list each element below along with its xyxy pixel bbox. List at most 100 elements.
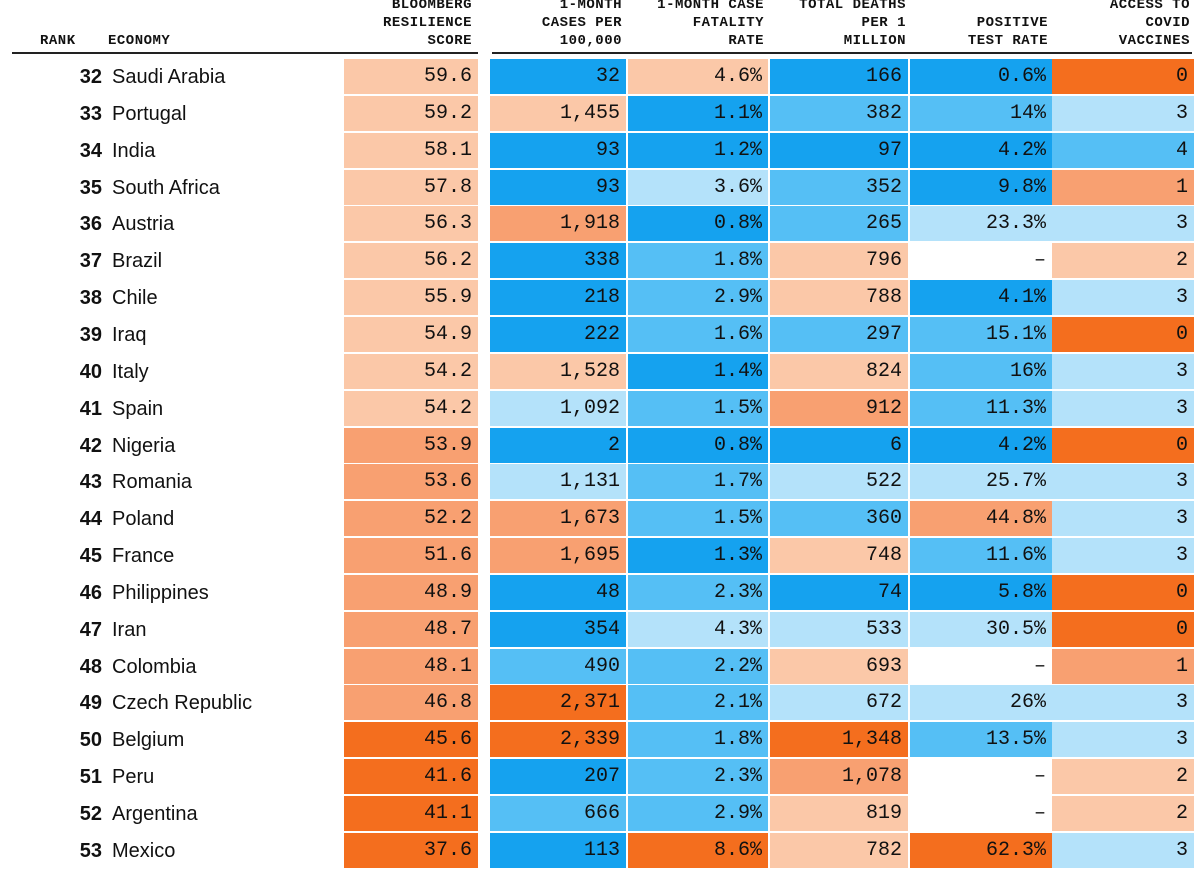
score-cell: 55.9 [344, 280, 478, 316]
fatality-rate-cell: 4.6% [628, 59, 768, 94]
vaccine-access-cell: 0 [1052, 574, 1194, 610]
positive-test-rate-cell: 4.1% [910, 280, 1052, 316]
score-cell: 48.9 [344, 574, 478, 610]
rank-cell: 51 [79, 766, 102, 789]
rank-cell: 38 [79, 287, 102, 310]
score-cell: 53.9 [344, 427, 478, 463]
economy-cell: France [112, 545, 175, 568]
header-vaccine-access: ACCESS TO COVID VACCINES [1109, 0, 1190, 49]
vaccine-access-cell: 4 [1052, 132, 1194, 168]
positive-test-rate-cell: – [910, 759, 1052, 795]
economy-cell: Peru [112, 766, 155, 789]
total-deaths-cell: 265 [770, 206, 908, 242]
cases-cell: 2 [490, 427, 626, 463]
fatality-rate-cell: 2.9% [628, 796, 768, 831]
economy-cell: Iran [112, 618, 147, 641]
header-resilience-score: BLOOMBERG RESILIENCE SCORE [382, 0, 472, 49]
cases-cell: 1,528 [490, 353, 626, 389]
table-row: 39 Iraq 54.9 222 1.6% 297 15.1% 0 [0, 316, 1200, 354]
total-deaths-cell: 74 [770, 574, 908, 610]
economy-cell: Poland [112, 508, 175, 531]
fatality-rate-cell: 1.3% [628, 538, 768, 574]
economy-cell: South Africa [112, 176, 220, 199]
total-deaths-cell: 352 [770, 169, 908, 205]
economy-cell: Saudi Arabia [112, 66, 226, 88]
rank-cell: 52 [79, 803, 102, 825]
score-cell: 51.6 [344, 538, 478, 574]
fatality-rate-cell: 1.8% [628, 722, 768, 758]
cases-cell: 1,673 [490, 501, 626, 537]
fatality-rate-cell: 1.8% [628, 243, 768, 279]
fatality-rate-cell: 2.1% [628, 685, 768, 721]
vaccine-access-cell: 0 [1052, 611, 1194, 647]
table-row: 42 Nigeria 53.9 2 0.8% 6 4.2% 0 [0, 427, 1200, 465]
score-cell: 56.3 [344, 206, 478, 242]
fatality-rate-cell: 3.6% [628, 169, 768, 205]
rank-cell: 39 [79, 323, 102, 346]
table-row: 41 Spain 54.2 1,092 1.5% 912 11.3% 3 [0, 390, 1200, 428]
table-row: 51 Peru 41.6 207 2.3% 1,078–2 [0, 759, 1200, 796]
table-row: 32 Saudi Arabia 59.6 32 4.6% 166 0.6% 0 [0, 59, 1200, 96]
rank-cell: 45 [79, 545, 102, 568]
positive-test-rate-cell: 15.1% [910, 316, 1052, 352]
cases-cell: 93 [490, 169, 626, 205]
positive-test-rate-cell: 4.2% [910, 132, 1052, 168]
positive-test-rate-cell: 44.8% [910, 501, 1052, 537]
cases-cell: 354 [490, 611, 626, 647]
positive-test-rate-cell: – [910, 243, 1052, 279]
rank-cell: 41 [79, 397, 102, 420]
fatality-rate-cell: 1.1% [628, 95, 768, 131]
rank-cell: 35 [79, 176, 102, 199]
fatality-rate-cell: 0.8% [628, 427, 768, 463]
table-row: 52 Argentina 41.1 666 2.9% 819–2 [0, 796, 1200, 833]
total-deaths-cell: 819 [770, 796, 908, 831]
rank-cell: 34 [79, 139, 102, 162]
table-row: 46 Philippines 48.9 48 2.3% 74 5.8% 0 [0, 574, 1200, 612]
table-row: 38 Chile 55.9 218 2.9% 788 4.1% 3 [0, 280, 1200, 317]
economy-cell: Czech Republic [112, 692, 253, 715]
fatality-rate-cell: 4.3% [628, 611, 768, 647]
economy-cell: India [112, 139, 156, 162]
cases-cell: 222 [490, 316, 626, 352]
cases-cell: 2,339 [490, 722, 626, 758]
header-total-deaths: TOTAL DEATHS PER 1 MILLION [799, 0, 906, 49]
table-row: 49 Czech Republic 46.8 2,371 2.1% 672 26% 3 [0, 685, 1200, 722]
cases-cell: 218 [490, 280, 626, 316]
table-row: 34 India 58.1 93 1.2% 97 4.2% 4 [0, 132, 1200, 170]
economy-cell: Austria [112, 213, 175, 236]
vaccine-access-cell: 2 [1052, 759, 1194, 795]
total-deaths-cell: 382 [770, 95, 908, 131]
total-deaths-cell: 912 [770, 390, 908, 426]
rank-cell: 48 [79, 655, 102, 678]
vaccine-access-cell: 3 [1052, 390, 1194, 426]
economy-cell: Argentina [112, 803, 198, 825]
header-rank: RANK [40, 33, 76, 49]
score-cell: 48.1 [344, 648, 478, 684]
vaccine-access-cell: 1 [1052, 648, 1194, 684]
positive-test-rate-cell: 0.6% [910, 59, 1052, 94]
table-row: 33 Portugal 59.2 1,455 1.1% 382 14% 3 [0, 95, 1200, 133]
table-row: 37 Brazil 56.2 338 1.8% 796–2 [0, 243, 1200, 280]
positive-test-rate-cell: 4.2% [910, 427, 1052, 463]
table-row: 44 Poland 52.2 1,673 1.5% 360 44.8% 3 [0, 501, 1200, 538]
rank-cell: 50 [79, 729, 102, 752]
positive-test-rate-cell: 11.3% [910, 390, 1052, 426]
cases-cell: 2,371 [490, 685, 626, 721]
positive-test-rate-cell: 25.7% [910, 464, 1052, 500]
fatality-rate-cell: 1.5% [628, 390, 768, 426]
score-cell: 46.8 [344, 685, 478, 721]
positive-test-rate-cell: – [910, 796, 1052, 831]
vaccine-access-cell: 1 [1052, 169, 1194, 205]
total-deaths-cell: 693 [770, 648, 908, 684]
positive-test-rate-cell: 26% [910, 685, 1052, 721]
fatality-rate-cell: 2.3% [628, 759, 768, 795]
economy-cell: Italy [112, 360, 149, 383]
fatality-rate-cell: 2.2% [628, 648, 768, 684]
vaccine-access-cell: 0 [1052, 427, 1194, 463]
score-cell: 41.1 [344, 796, 478, 831]
economy-cell: Brazil [112, 250, 163, 273]
vaccine-access-cell: 2 [1052, 243, 1194, 279]
rank-cell: 46 [79, 581, 102, 604]
fatality-rate-cell: 1.5% [628, 501, 768, 537]
